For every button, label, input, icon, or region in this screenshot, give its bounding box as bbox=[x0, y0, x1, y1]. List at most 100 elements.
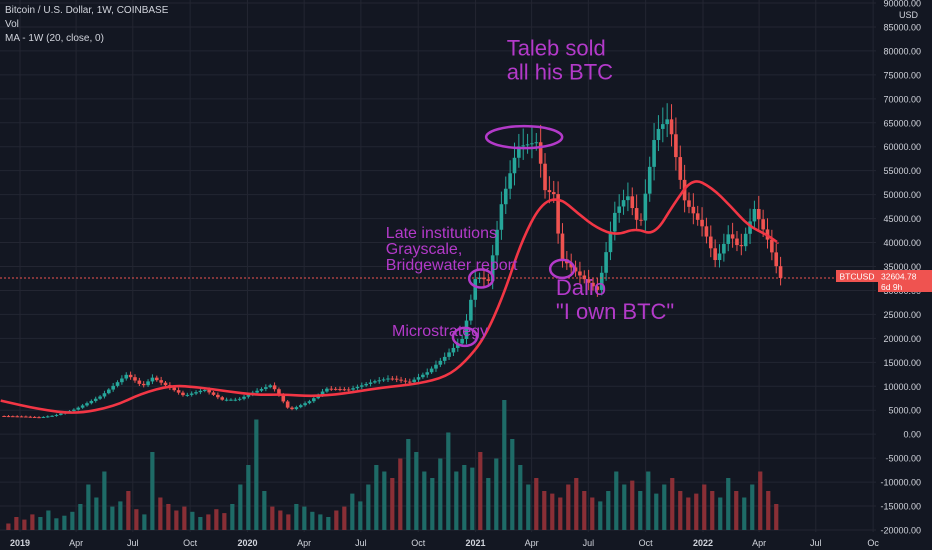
volume-bar bbox=[406, 439, 411, 530]
annotation-circle bbox=[548, 258, 576, 280]
candle-body bbox=[447, 352, 451, 357]
time-axis-label: Jul bbox=[583, 538, 595, 548]
price-axis-label: 90000.00 bbox=[883, 0, 921, 9]
candle-body bbox=[194, 392, 198, 394]
candle-body bbox=[202, 389, 207, 391]
annotation-text: Taleb sold bbox=[507, 36, 606, 61]
time-axis-label: Oct bbox=[411, 538, 426, 548]
candle-body bbox=[425, 372, 430, 375]
candle-body bbox=[434, 364, 438, 369]
candle-body bbox=[525, 144, 530, 146]
volume-bar bbox=[302, 506, 307, 530]
candle-body bbox=[761, 219, 765, 230]
candle-body bbox=[285, 401, 290, 408]
price-axis-label: 65000.00 bbox=[883, 118, 921, 128]
candle-body bbox=[534, 142, 539, 144]
volume-bar bbox=[702, 484, 707, 530]
candle-body bbox=[634, 208, 639, 220]
candle-body bbox=[159, 380, 163, 383]
candle-body bbox=[85, 403, 89, 406]
candle-body bbox=[538, 142, 543, 164]
candle-body bbox=[364, 383, 368, 386]
candle-body bbox=[181, 392, 185, 396]
time-axis-label: 2021 bbox=[466, 538, 486, 548]
volume-bar bbox=[566, 484, 571, 530]
volume-bar bbox=[774, 504, 779, 530]
candle-body bbox=[246, 394, 251, 397]
candle-body bbox=[490, 255, 495, 281]
candle-body bbox=[390, 378, 395, 380]
volume-bar bbox=[182, 506, 187, 530]
volume-bar bbox=[614, 471, 619, 530]
candle-body bbox=[216, 394, 220, 398]
candle-body bbox=[700, 219, 704, 227]
candle-body bbox=[329, 388, 334, 390]
volume-bar bbox=[486, 478, 491, 530]
ma-indicator-label[interactable]: MA - 1W (20, close, 0) bbox=[5, 33, 104, 44]
volume-bar bbox=[134, 509, 139, 530]
candle-body bbox=[255, 390, 259, 393]
symbol-title[interactable]: Bitcoin / U.S. Dollar, 1W, COINBASE bbox=[5, 5, 169, 16]
candle-body bbox=[242, 396, 246, 399]
price-axis-label: 45000.00 bbox=[883, 214, 921, 224]
volume-bar bbox=[166, 504, 171, 530]
moving-average-line bbox=[0, 180, 780, 414]
candle-body bbox=[652, 140, 656, 167]
candle-body bbox=[325, 388, 329, 392]
volume-bar bbox=[534, 478, 539, 530]
volume-indicator-label[interactable]: Vol bbox=[5, 19, 19, 30]
volume-bar bbox=[710, 491, 715, 530]
candle-body bbox=[54, 414, 59, 416]
candle-body bbox=[669, 119, 674, 135]
volume-bar bbox=[246, 465, 251, 530]
candle-body bbox=[373, 381, 377, 383]
candle-body bbox=[307, 401, 312, 404]
time-axis[interactable]: 2019 Apr Jul Oct 2020 Apr Jul Oct 2021 Apr Jul Oct 2… bbox=[10, 538, 879, 548]
candle-body bbox=[15, 416, 19, 418]
volume-bar bbox=[206, 514, 211, 530]
candle-body bbox=[381, 379, 386, 381]
candle-body bbox=[277, 389, 281, 396]
candle-body bbox=[198, 390, 203, 393]
candle-body bbox=[407, 381, 412, 383]
candle-body bbox=[2, 416, 6, 418]
candle-body bbox=[551, 192, 556, 195]
price-axis-label: 5000.00 bbox=[888, 406, 921, 416]
candle-body bbox=[508, 173, 512, 189]
volume-bar bbox=[310, 511, 315, 530]
candle-body bbox=[752, 209, 757, 222]
volume-bar bbox=[454, 471, 459, 530]
annotation-circle bbox=[467, 268, 495, 289]
candle-body bbox=[495, 229, 499, 256]
volume-bar bbox=[478, 452, 483, 530]
price-axis-label: 10000.00 bbox=[883, 382, 921, 392]
volume-bar bbox=[414, 452, 419, 530]
volume-bar bbox=[54, 518, 59, 530]
volume-bar bbox=[62, 515, 67, 530]
volume-bar bbox=[630, 480, 635, 530]
price-axis[interactable]: 90000.00 85000.00 80000.00 75000.00 70000.00… bbox=[880, 0, 921, 536]
candle-body bbox=[268, 385, 273, 388]
time-axis-label: Apr bbox=[69, 538, 83, 548]
volume-bar bbox=[366, 484, 371, 530]
candle-body bbox=[722, 243, 726, 254]
candle-body bbox=[6, 416, 11, 418]
candle-body bbox=[32, 416, 37, 418]
volume-bar bbox=[622, 484, 627, 530]
candle-body bbox=[207, 389, 211, 393]
candle-body bbox=[72, 409, 76, 411]
candle-body bbox=[756, 209, 761, 220]
volume-bar bbox=[670, 478, 675, 530]
volume-bar bbox=[382, 471, 387, 530]
candle-body bbox=[464, 320, 469, 340]
candle-body bbox=[455, 343, 460, 348]
price-axis-label: 20000.00 bbox=[883, 334, 921, 344]
price-tag-countdown: 6d 9h bbox=[881, 282, 903, 292]
candle-body bbox=[360, 385, 364, 387]
volume-bar bbox=[30, 514, 35, 530]
volume-bar bbox=[694, 493, 699, 530]
annotation-text: all his BTC bbox=[507, 60, 613, 85]
candle-body bbox=[530, 143, 534, 145]
candle-body bbox=[237, 398, 242, 400]
